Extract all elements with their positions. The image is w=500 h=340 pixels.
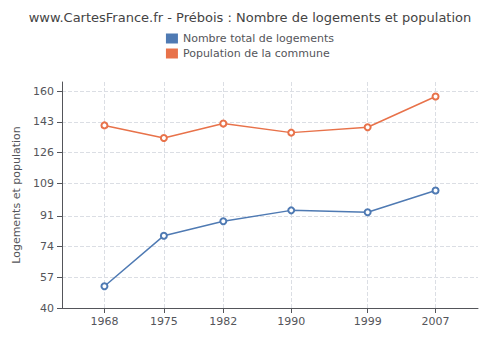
svg-text:1975: 1975 [150, 315, 178, 328]
svg-text:1990: 1990 [277, 315, 305, 328]
svg-text:www.CartesFrance.fr - Prébois: www.CartesFrance.fr - Prébois : Nombre d… [29, 10, 472, 25]
svg-text:Logements et population: Logements et population [10, 126, 23, 264]
svg-text:57: 57 [40, 271, 54, 284]
svg-text:1999: 1999 [354, 315, 382, 328]
svg-text:143: 143 [33, 115, 54, 128]
svg-text:40: 40 [40, 302, 54, 315]
svg-text:160: 160 [33, 85, 54, 98]
svg-text:91: 91 [40, 209, 54, 222]
svg-text:1968: 1968 [90, 315, 118, 328]
svg-text:126: 126 [33, 146, 54, 159]
svg-text:Nombre total de logements: Nombre total de logements [183, 32, 334, 45]
svg-text:74: 74 [40, 240, 54, 253]
svg-text:2007: 2007 [422, 315, 450, 328]
svg-text:1982: 1982 [209, 315, 237, 328]
svg-text:Population de la commune: Population de la commune [183, 47, 330, 60]
svg-text:109: 109 [33, 177, 54, 190]
